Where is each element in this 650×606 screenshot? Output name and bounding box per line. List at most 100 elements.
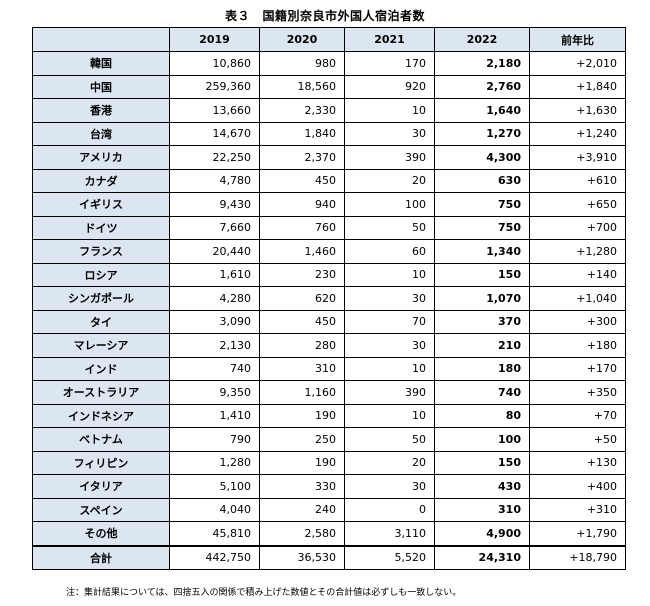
- country-name: その他: [32, 521, 170, 546]
- table-row: 中国 259,360 18,560 920 2,760 +1,840: [32, 74, 626, 99]
- value-2022: 1,070: [434, 286, 530, 311]
- value-2022: 370: [434, 309, 530, 334]
- country-name: オーストラリア: [32, 380, 170, 405]
- value-2020: 1,160: [259, 380, 345, 405]
- value-yoy: +1,840: [529, 74, 626, 99]
- value-2021: 10: [344, 356, 435, 381]
- value-2022: 740: [434, 380, 530, 405]
- value-2022: 4,900: [434, 521, 530, 546]
- value-2020: 1,840: [259, 121, 345, 146]
- value-2019: 4,280: [169, 286, 260, 311]
- value-2020: 2,330: [259, 98, 345, 123]
- value-2021: 390: [344, 380, 435, 405]
- value-2020: 760: [259, 215, 345, 240]
- total-country-name: 合計: [32, 544, 170, 570]
- value-yoy: +3,910: [529, 145, 626, 170]
- value-2021: 50: [344, 427, 435, 452]
- value-2022: 1,640: [434, 98, 530, 123]
- country-name: 香港: [32, 98, 170, 123]
- value-2020: 620: [259, 286, 345, 311]
- table-row: カナダ 4,780 450 20 630 +610: [32, 168, 626, 193]
- value-2021: 20: [344, 450, 435, 475]
- value-2022: 310: [434, 497, 530, 522]
- value-2019: 5,100: [169, 474, 260, 499]
- value-2020: 18,560: [259, 74, 345, 99]
- header-row: 2019 2020 2021 2022 前年比: [32, 27, 626, 52]
- value-yoy: +610: [529, 168, 626, 193]
- table-header: 2019 2020 2021 2022 前年比: [32, 27, 626, 52]
- country-name: ベトナム: [32, 427, 170, 452]
- country-name: 韓国: [32, 51, 170, 76]
- value-2020: 2,580: [259, 521, 345, 546]
- value-2020: 310: [259, 356, 345, 381]
- table-row: フィリピン 1,280 190 20 150 +130: [32, 450, 626, 475]
- table-row: スペイン 4,040 240 0 310 +310: [32, 497, 626, 522]
- value-2022: 150: [434, 450, 530, 475]
- value-2021: 30: [344, 333, 435, 358]
- value-2019: 20,440: [169, 239, 260, 264]
- value-2020: 330: [259, 474, 345, 499]
- value-2020: 980: [259, 51, 345, 76]
- value-2020: 280: [259, 333, 345, 358]
- value-yoy: +1,790: [529, 521, 626, 546]
- value-2019: 740: [169, 356, 260, 381]
- table-title: 表３ 国籍別奈良市外国人宿泊者数: [224, 9, 425, 23]
- value-yoy: +300: [529, 309, 626, 334]
- value-2022: 750: [434, 192, 530, 217]
- value-yoy: +1,240: [529, 121, 626, 146]
- value-2020: 230: [259, 262, 345, 287]
- value-2022: 80: [434, 403, 530, 428]
- value-2021: 170: [344, 51, 435, 76]
- value-2019: 7,660: [169, 215, 260, 240]
- value-2021: 30: [344, 121, 435, 146]
- value-2022: 1,270: [434, 121, 530, 146]
- table-row: その他 45,810 2,580 3,110 4,900 +1,790: [32, 521, 626, 546]
- total-row: 合計 442,750 36,530 5,520 24,310 +18,790: [32, 544, 626, 570]
- value-2021: 10: [344, 262, 435, 287]
- value-2021: 50: [344, 215, 435, 240]
- value-2021: 3,110: [344, 521, 435, 546]
- value-2020: 450: [259, 309, 345, 334]
- table-body: 韓国 10,860 980 170 2,180 +2,010 中国 259,360 18,560…: [32, 51, 626, 570]
- footnote: 注：集計結果については、四捨五入の関係で積み上げた数値とその合計値は必ずしも一致…: [66, 588, 462, 598]
- table-row: イギリス 9,430 940 100 750 +650: [32, 192, 626, 217]
- country-name: 中国: [32, 74, 170, 99]
- country-name: シンガポール: [32, 286, 170, 311]
- value-2021: 70: [344, 309, 435, 334]
- value-2022: 2,180: [434, 51, 530, 76]
- value-2021: 920: [344, 74, 435, 99]
- value-2022: 1,340: [434, 239, 530, 264]
- value-yoy: +70: [529, 403, 626, 428]
- header-2021: 2021: [344, 27, 435, 52]
- value-2019: 10,860: [169, 51, 260, 76]
- value-2019: 1,280: [169, 450, 260, 475]
- value-2019: 259,360: [169, 74, 260, 99]
- country-name: インドネシア: [32, 403, 170, 428]
- value-2022: 180: [434, 356, 530, 381]
- country-name: スペイン: [32, 497, 170, 522]
- value-2019: 2,130: [169, 333, 260, 358]
- value-yoy: +650: [529, 192, 626, 217]
- value-yoy: +1,040: [529, 286, 626, 311]
- value-2020: 240: [259, 497, 345, 522]
- value-2019: 14,670: [169, 121, 260, 146]
- total-value-2022: 24,310: [434, 544, 530, 570]
- value-yoy: +170: [529, 356, 626, 381]
- table-row: シンガポール 4,280 620 30 1,070 +1,040: [32, 286, 626, 311]
- header-2019: 2019: [169, 27, 260, 52]
- header-yoy: 前年比: [529, 27, 626, 52]
- value-2021: 60: [344, 239, 435, 264]
- country-name: イギリス: [32, 192, 170, 217]
- value-yoy: +700: [529, 215, 626, 240]
- header-2020: 2020: [259, 27, 345, 52]
- value-2019: 1,610: [169, 262, 260, 287]
- value-2019: 4,040: [169, 497, 260, 522]
- country-name: ロシア: [32, 262, 170, 287]
- table-row: 台湾 14,670 1,840 30 1,270 +1,240: [32, 121, 626, 146]
- country-name: タイ: [32, 309, 170, 334]
- value-2019: 45,810: [169, 521, 260, 546]
- value-2020: 250: [259, 427, 345, 452]
- country-name: アメリカ: [32, 145, 170, 170]
- country-name: マレーシア: [32, 333, 170, 358]
- value-2021: 30: [344, 474, 435, 499]
